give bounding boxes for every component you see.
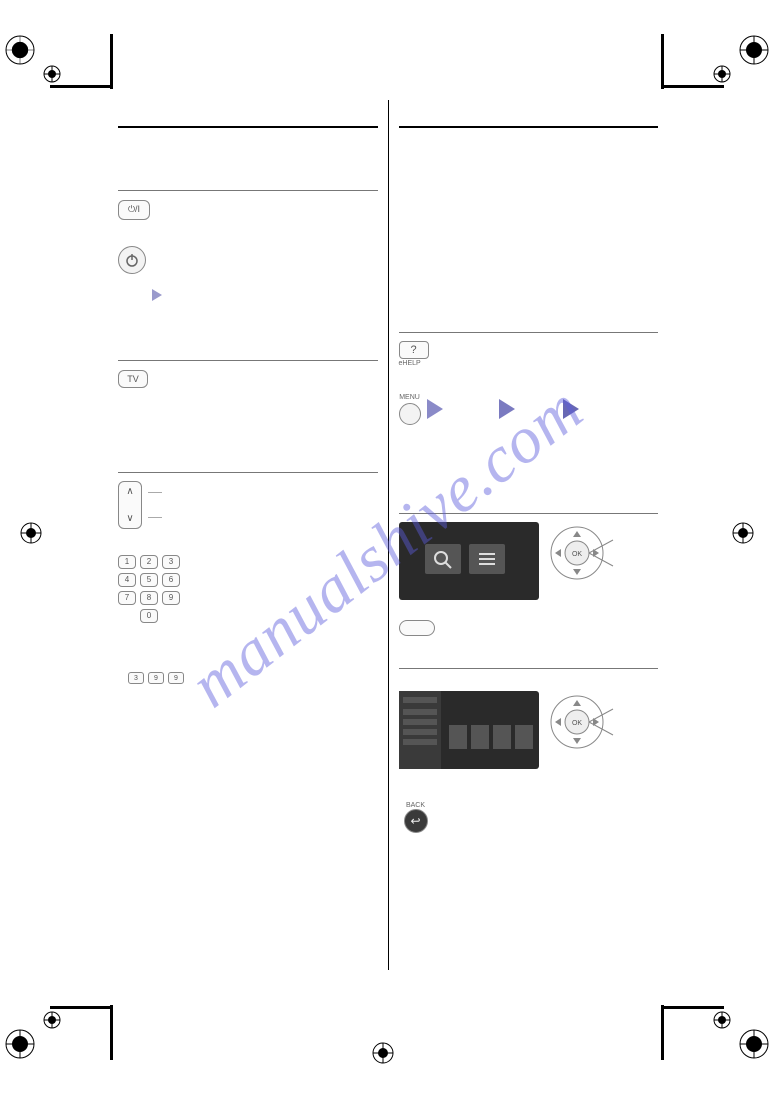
registration-mark-icon [18, 520, 44, 546]
ehelp-key-icon: ? [399, 341, 429, 359]
search-icon [425, 544, 461, 574]
menu-path-row: MENU [399, 393, 659, 425]
screen-preview-row: OK [399, 691, 659, 775]
ehelp-sublabel: eHELP [399, 360, 659, 367]
arrow-right-icon [563, 399, 579, 419]
crop-mark-icon [50, 85, 112, 88]
ehelp-detail-screen-icon [399, 691, 539, 769]
subsection-rule [118, 360, 378, 361]
screen-preview-row: OK [399, 522, 659, 606]
number-pad-icon: 123 456 789 0 [118, 555, 180, 627]
option-pill-icon [399, 620, 435, 636]
crop-mark-icon [50, 1006, 112, 1009]
back-glyph: ↩ [410, 814, 420, 828]
arrow-right-icon [152, 289, 162, 301]
subsection-rule [399, 332, 659, 333]
registration-mark-icon [700, 34, 770, 86]
crop-mark-icon [110, 34, 113, 89]
crop-mark-icon [661, 1005, 664, 1060]
power-switch-key-icon: ⏻/I [118, 200, 150, 220]
subsection-rule [118, 190, 378, 191]
back-label: BACK [406, 802, 425, 809]
left-column: ⏻/I TV ∧ ∨ [108, 100, 389, 970]
subsection-rule [399, 668, 659, 669]
arrow-right-icon [427, 399, 443, 419]
ok-navigation-control-icon: OK [547, 691, 617, 758]
menu-label: MENU [399, 394, 420, 401]
channel-up-glyph: ∧ [126, 486, 133, 497]
section-rule [399, 126, 659, 128]
list-icon [469, 544, 505, 574]
registration-mark-icon [730, 520, 756, 546]
power-icon [125, 253, 139, 267]
example-key-sequence: 3 9 9 [128, 672, 184, 684]
example-key: 9 [148, 672, 164, 684]
numpad-key: 4 [118, 573, 136, 587]
ok-navigation-control-icon: OK [547, 522, 617, 589]
tv-key-label: TV [127, 374, 139, 384]
registration-mark-icon [4, 1008, 74, 1060]
crop-mark-icon [662, 85, 724, 88]
registration-mark-icon [4, 34, 74, 86]
page-content: ⏻/I TV ∧ ∨ [108, 100, 668, 970]
tv-key-icon: TV [118, 370, 148, 388]
section-rule [118, 126, 378, 128]
ehelp-glyph: ? [410, 344, 416, 356]
subsection-rule [118, 472, 378, 473]
numpad-key: 1 [118, 555, 136, 569]
numpad-key: 2 [140, 555, 158, 569]
channel-down-glyph: ∨ [126, 513, 133, 524]
example-key: 3 [128, 672, 144, 684]
ok-label: OK [571, 720, 581, 727]
numpad-key: 0 [140, 609, 158, 623]
registration-mark-icon [370, 1040, 396, 1066]
right-column: ? eHELP MENU [389, 100, 669, 970]
numpad-key: 7 [118, 591, 136, 605]
crop-mark-icon [110, 1005, 113, 1060]
channel-up-down-icon: ∧ ∨ [118, 481, 142, 529]
menu-button-icon: MENU [399, 393, 421, 425]
numpad-key: 6 [162, 573, 180, 587]
subsection-rule [399, 513, 659, 514]
example-key: 9 [168, 672, 184, 684]
numpad-key: 5 [140, 573, 158, 587]
crop-mark-icon [661, 34, 664, 89]
power-switch-glyph: ⏻/I [128, 204, 140, 215]
standby-button-icon [118, 246, 146, 274]
numpad-key: 9 [162, 591, 180, 605]
ehelp-top-screen-icon [399, 522, 539, 600]
ok-label: OK [571, 551, 581, 558]
arrow-right-icon [499, 399, 515, 419]
numpad-key: 8 [140, 591, 158, 605]
ehelp-key-group: ? eHELP [399, 341, 659, 367]
back-button-icon: BACK ↩ [399, 801, 433, 833]
registration-mark-icon [700, 1008, 770, 1060]
numpad-key: 3 [162, 555, 180, 569]
crop-mark-icon [662, 1006, 724, 1009]
